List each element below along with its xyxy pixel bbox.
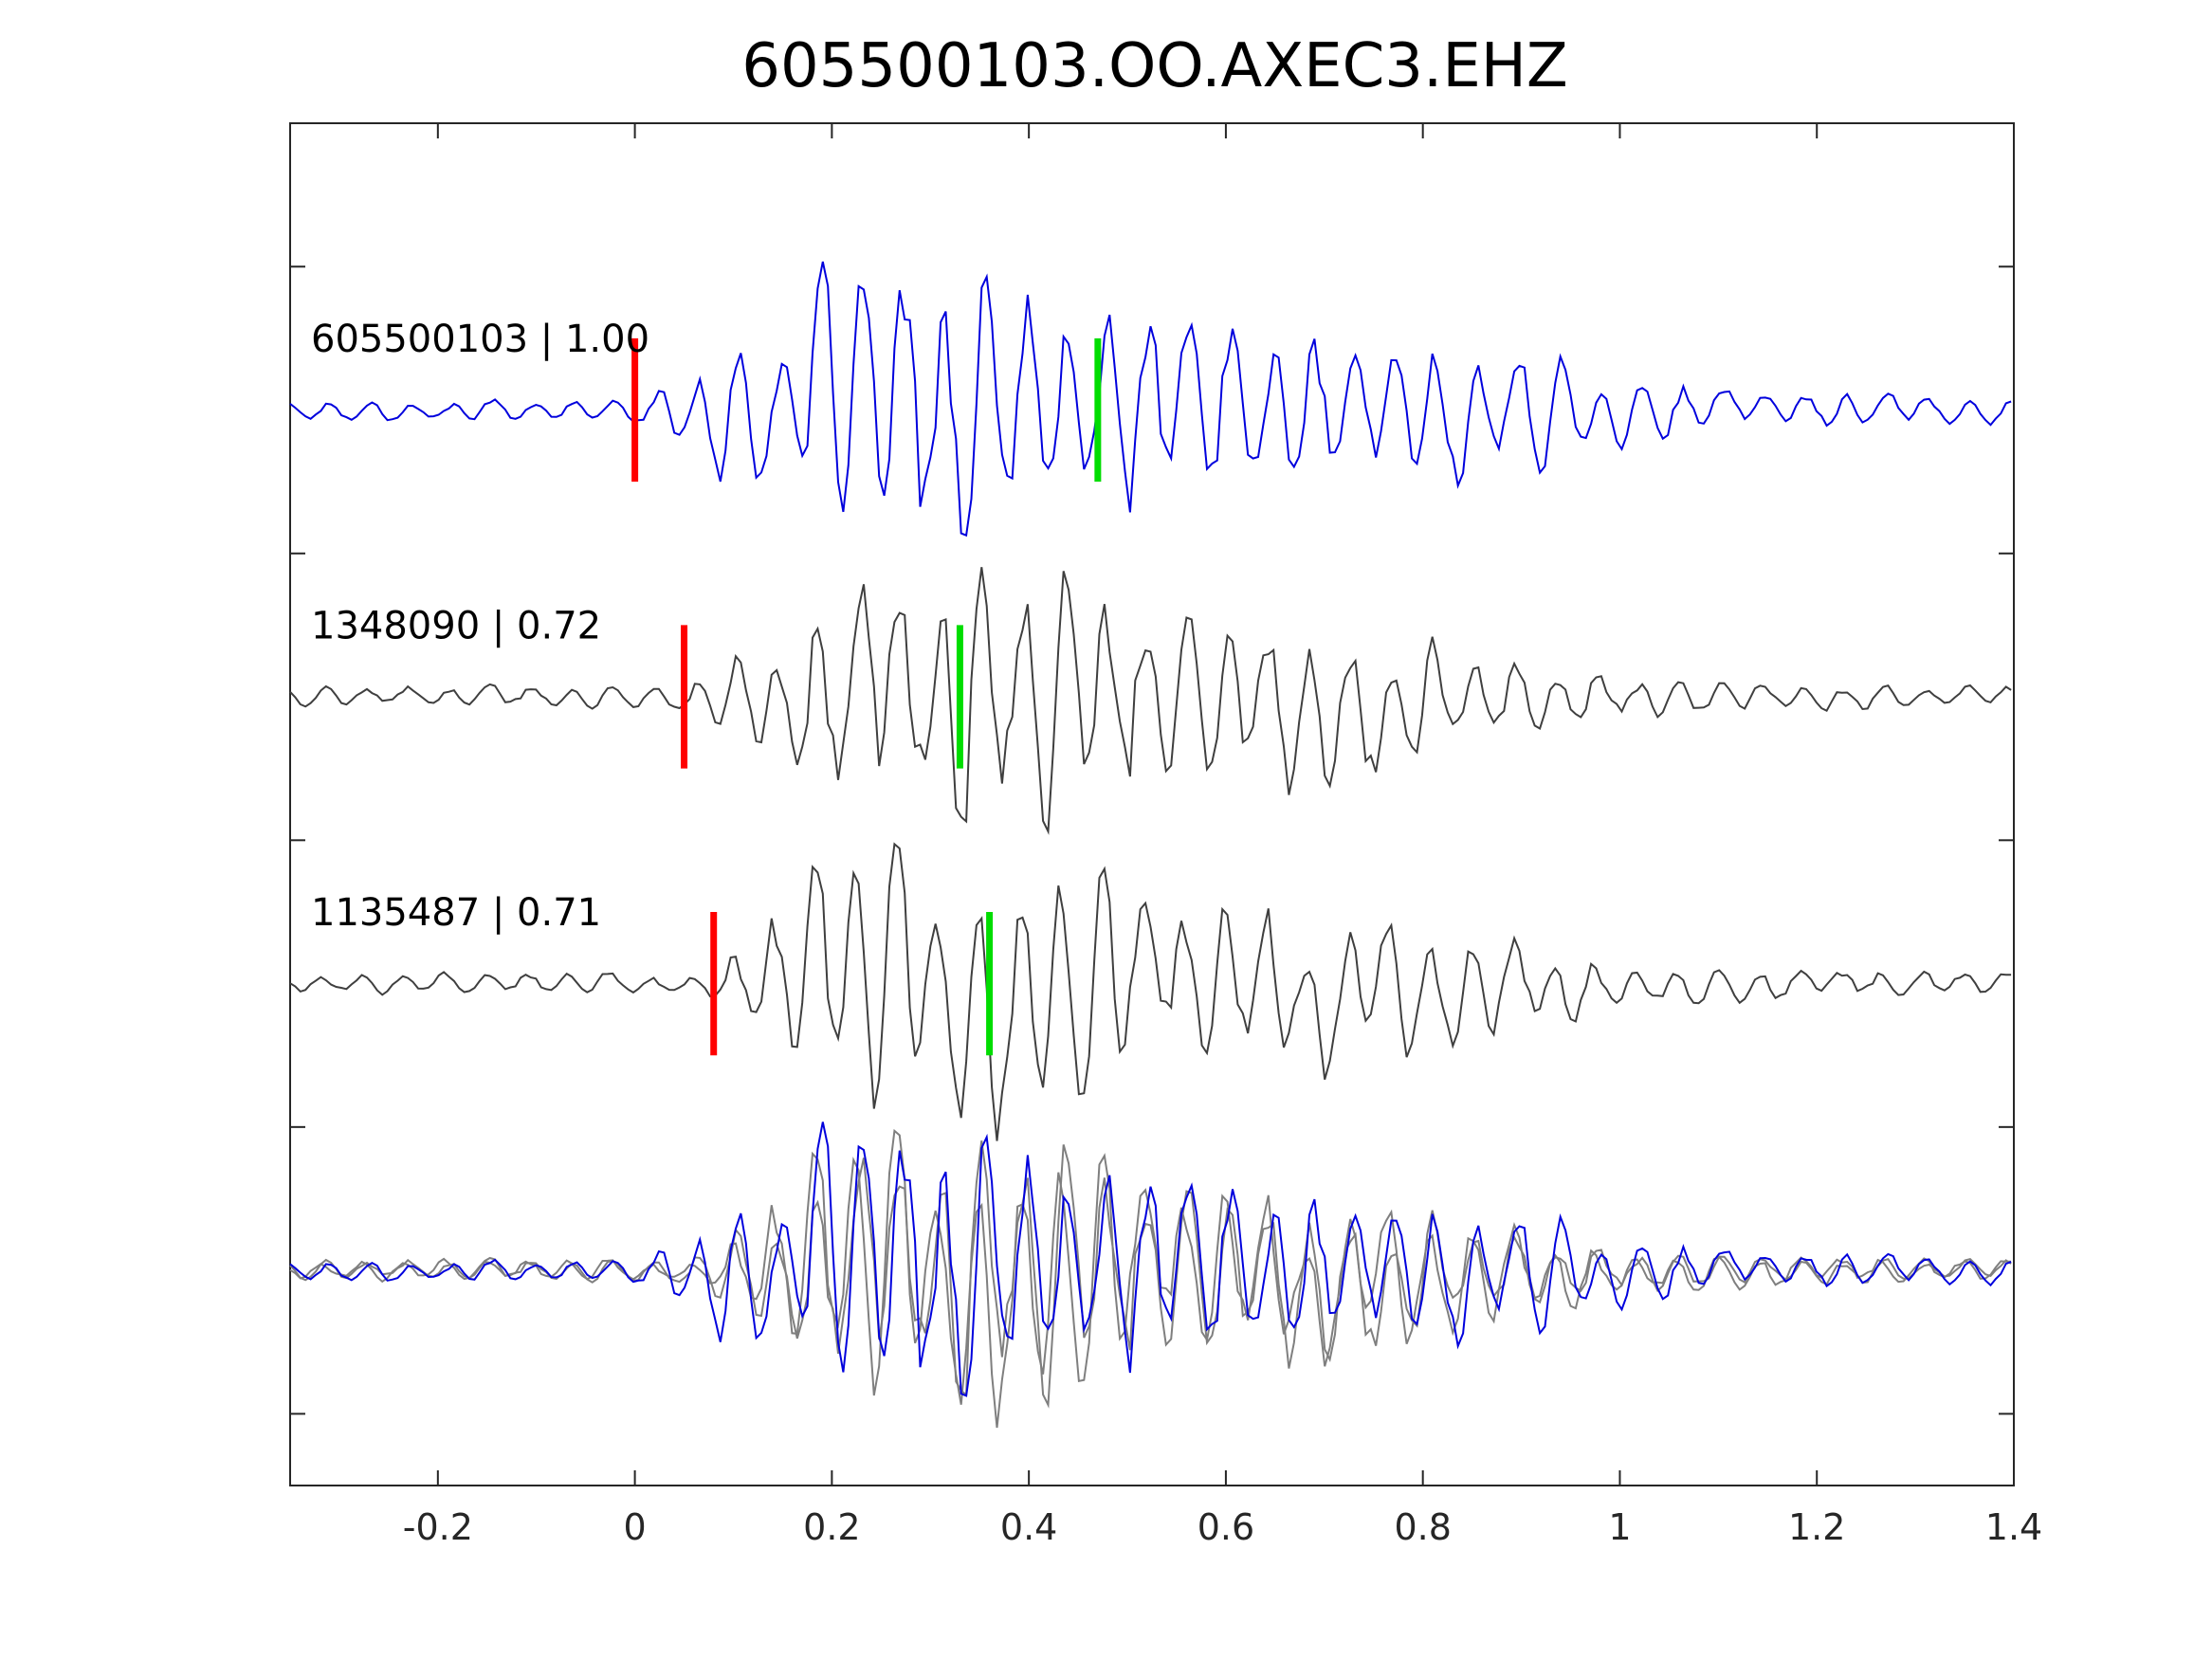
x-tick-label: 0.2 [803, 1506, 860, 1548]
overlay-line-1348090 [289, 1140, 2012, 1409]
x-tick-label: 0.4 [1000, 1506, 1057, 1548]
plot-area-frame [289, 122, 2015, 1486]
overlay-line-605500103 [289, 1121, 2012, 1397]
x-tick-label: 0 [624, 1506, 647, 1548]
trace-line-1135487 [289, 842, 2012, 1141]
trace-label-605500103: 605500103 | 1.00 [311, 318, 649, 361]
waveform-traces [289, 261, 2012, 1429]
trace-labels: 605500103 | 1.00 1348090 | 0.72 1135487 | … [311, 318, 649, 935]
trace-label-1135487: 1135487 | 0.71 [311, 891, 601, 935]
trace-line-605500103 [289, 261, 2012, 538]
trace-line-1348090 [289, 567, 2012, 835]
x-tick-label: 1.4 [1985, 1506, 2042, 1548]
trace-label-1348090: 1348090 | 0.72 [311, 604, 601, 647]
x-tick-label: 0.6 [1197, 1506, 1254, 1548]
x-tick-label: -0.2 [403, 1506, 473, 1548]
chart-title: 605500103.OO.AXEC3.EHZ [741, 31, 1568, 101]
x-tick-label: 1.2 [1788, 1506, 1845, 1548]
x-axis: -0.2 0 0.2 0.4 0.6 0.8 1 1.2 1.4 [403, 123, 2042, 1548]
overlay-line-1135487 [289, 1128, 2012, 1429]
x-tick-label: 0.8 [1394, 1506, 1451, 1548]
phase-picks [631, 337, 1102, 1056]
x-tick-label: 1 [1608, 1506, 1631, 1548]
y-axis [290, 265, 2014, 1415]
